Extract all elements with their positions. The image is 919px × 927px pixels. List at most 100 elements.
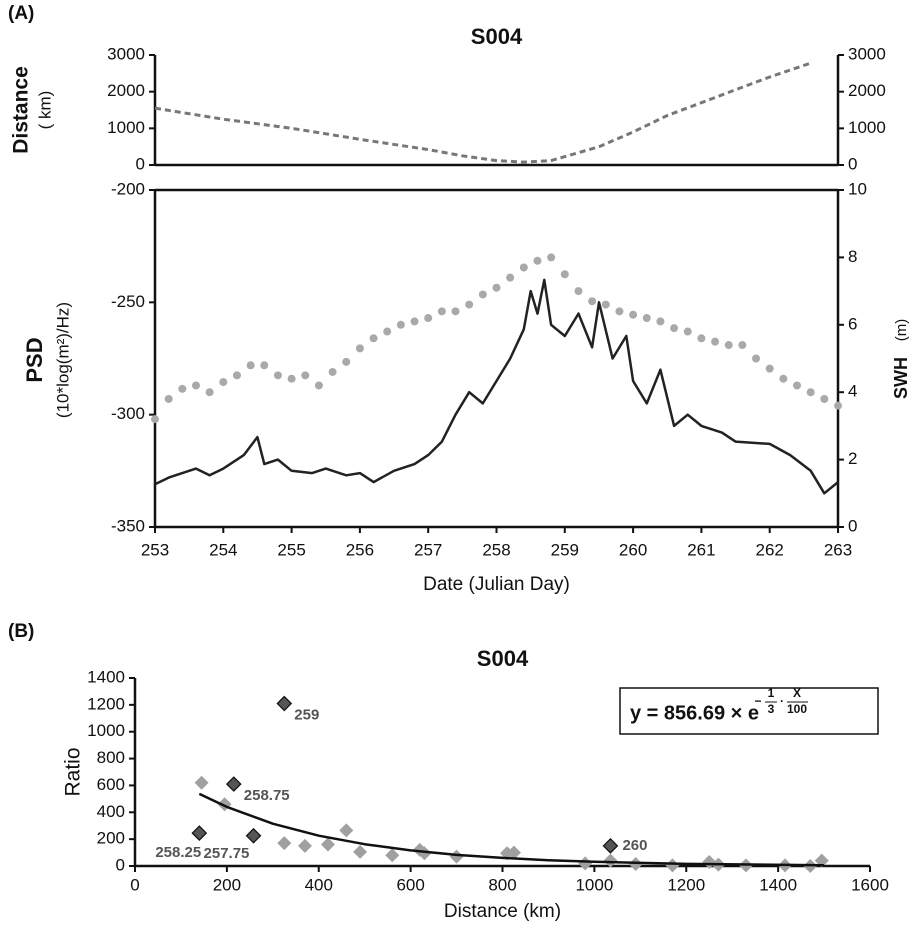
diamond-point [602,838,619,854]
y2-tick-label: 2 [848,449,857,468]
y-tick-label: 3000 [107,44,145,63]
y-tick-label: -200 [111,179,145,198]
panel-label: (A) [8,3,34,24]
equation-exponent: − [754,694,761,708]
y-tick-label: 0 [136,154,145,173]
data-dot [314,381,323,390]
data-dot [396,320,405,329]
data-dot [506,273,515,282]
data-dot [478,290,487,299]
y-axis-label: Ratio [62,747,85,796]
data-dot [355,344,364,353]
y2-tick-label: 8 [848,247,857,266]
data-dot [697,334,706,343]
x-tick-label: 1600 [851,875,889,894]
data-dot [656,317,665,326]
data-dot [437,307,446,316]
y-axis-label: Distance [10,66,33,154]
data-dot [752,354,761,363]
data-dot [519,263,528,272]
equation-box [619,687,879,735]
data-dot [601,300,610,309]
y-tick-label: -300 [111,404,145,423]
y2-tick-label: 0 [848,516,857,535]
y2-tick-label: 4 [848,382,857,401]
x-tick-label: 260 [619,540,647,559]
x-tick-label: 1400 [759,875,797,894]
data-line [154,278,839,495]
diamond-point [506,845,521,860]
point-label: 259 [294,706,319,723]
x-tick-label: 1200 [667,875,705,894]
data-dot [779,374,788,383]
equation-exponent: · [780,694,784,708]
panel-label: (B) [8,621,34,642]
point-label: 258.75 [244,787,290,804]
data-dot [151,415,159,424]
data-dot [219,378,228,387]
x-tick-label: 256 [346,540,374,559]
data-dot [178,384,187,393]
x-tick-label: 263 [824,540,852,559]
y-tick-label: -250 [111,292,145,311]
diamond-point [276,695,293,712]
x-tick-label: 1000 [575,875,613,894]
diamond-point [194,775,209,790]
data-dot [834,401,842,410]
y-axis-unit: ( km) [35,91,54,130]
y-tick-label: 800 [97,748,125,767]
y2-tick-label: 0 [848,154,857,173]
diamond-point [339,823,354,838]
y-tick-label: 1400 [87,667,125,686]
data-dot [738,341,747,350]
data-dot [273,371,282,380]
data-line [198,792,825,867]
y2-axis-label: SWH [891,357,911,399]
equation-exponent: 1 [768,686,775,700]
x-tick-label: 255 [277,540,305,559]
diamond-point [603,853,618,868]
diamond-point [320,837,335,852]
x-tick-label: 253 [141,540,169,559]
point-label: 260 [622,837,647,854]
diamond-point [385,848,400,863]
data-dot [642,314,651,323]
data-dot [383,327,392,336]
x-tick-label: 200 [213,875,241,894]
data-dot [260,361,269,370]
data-dot [574,287,583,296]
data-dot [465,300,474,309]
equation-exponent: 3 [768,702,775,716]
data-dot [232,371,241,380]
x-tick-label: 259 [551,540,579,559]
diamond-point [277,836,292,851]
x-axis-label: Distance (km) [444,901,561,922]
data-dot [424,314,433,323]
data-dot [765,364,774,373]
diamond-point [245,827,262,844]
diamond-point [417,846,432,861]
diamond-point [665,858,680,873]
y-tick-label: 400 [97,802,125,821]
y2-tick-label: 1000 [848,118,886,137]
data-dot [328,367,337,376]
data-dot [246,361,255,370]
data-dot [806,388,815,397]
diamond-point [225,776,242,792]
y-tick-label: 200 [97,829,125,848]
equation: y = 856.69 × e [630,702,759,724]
chart-title: S004 [471,24,523,49]
y-tick-label: -350 [111,516,145,535]
x-tick-label: 262 [756,540,784,559]
diamond-point [191,825,208,841]
y-axis-unit: (10*log(m²)/Hz) [53,302,72,418]
data-dot [410,317,419,326]
y-tick-label: 0 [116,855,125,874]
data-dot [191,381,200,390]
diamond-point [353,844,368,859]
x-tick-label: 400 [305,875,333,894]
y2-tick-label: 10 [848,179,867,198]
data-dot [287,374,296,383]
x-tick-label: 257 [414,540,442,559]
